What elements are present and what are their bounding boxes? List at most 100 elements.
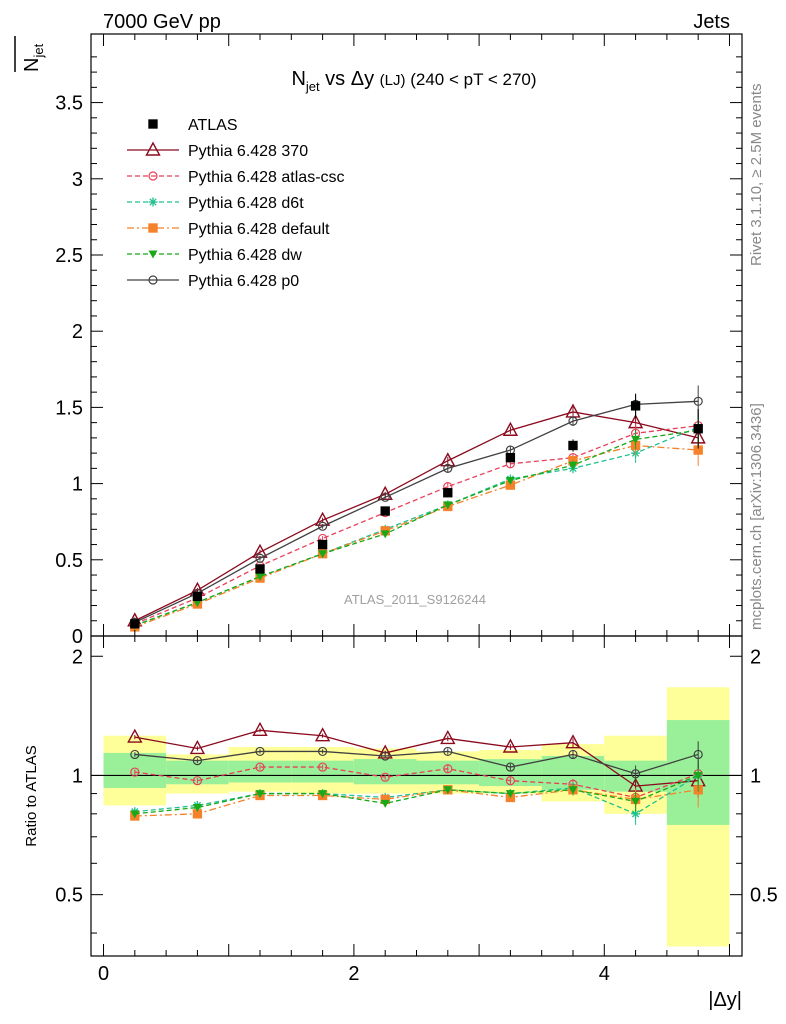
y-tick-label: 2	[72, 321, 83, 343]
ratio-y-tick-label-right: 0.5	[750, 885, 778, 907]
series-6-line	[134, 400, 699, 623]
legend-label: Pythia 6.428 370	[188, 143, 308, 160]
series-1-ratio-point	[127, 728, 143, 743]
series-6-point	[380, 492, 390, 502]
series-5-ratio-point	[380, 799, 390, 808]
legend-marker	[148, 250, 158, 259]
star-stroke	[149, 198, 157, 206]
legend-label: Pythia 6.428 default	[188, 221, 330, 238]
series-0-point	[317, 539, 328, 550]
ylabel-sub: jet	[31, 43, 46, 58]
plot-title: Njet vs Δy (LJ) (240 < pT < 270)	[291, 68, 536, 94]
y-tick-label: 1.5	[55, 397, 83, 419]
series-5-ratio-point	[130, 810, 140, 819]
series-4-point	[505, 480, 516, 490]
legend-label: Pythia 6.428 d6t	[188, 195, 304, 212]
legend-marker	[145, 141, 161, 156]
series-1-point	[502, 421, 519, 436]
x-tick-label: 4	[599, 963, 610, 985]
ylabel-main: N	[21, 58, 43, 72]
series-6-ratio-point	[255, 746, 265, 757]
series-5-line	[134, 429, 699, 626]
legend-marker	[148, 223, 158, 233]
legend-marker	[148, 197, 158, 207]
series-0-point	[505, 453, 516, 463]
series-6-point	[443, 463, 453, 473]
series-3-ratio-line	[134, 774, 699, 815]
series-6-ratio-point	[192, 756, 203, 766]
series-6-ratio-line	[134, 750, 699, 775]
series-0-point	[443, 488, 453, 498]
y-tick-label: 0.5	[55, 550, 83, 572]
y-tick-label: 0	[72, 626, 83, 648]
series-1-ratio-point	[565, 734, 581, 749]
series-0-point	[380, 506, 390, 516]
series-6-point	[693, 396, 703, 406]
series-6-ratio-point	[630, 769, 641, 779]
series-6-point	[568, 416, 578, 426]
title-main: N	[291, 68, 305, 90]
legend-entry: Pythia 6.428 atlas-csc	[127, 169, 345, 186]
legend-label: Pythia 6.428 p0	[188, 273, 299, 290]
series-5-point	[255, 573, 265, 582]
y-axis-label: Njet	[14, 36, 46, 72]
series-4-ratio-point	[192, 809, 203, 819]
series-4-ratio-point	[380, 794, 390, 805]
series-4-point	[693, 445, 703, 455]
x-tick-label: 2	[348, 963, 359, 985]
series-5-point	[380, 530, 390, 539]
ratio-y-tick-label: 2	[72, 646, 83, 668]
series-1-ratio-point	[252, 721, 268, 737]
title-tail: (240 < pT < 270)	[406, 70, 537, 89]
uncertainty-band-inner	[166, 760, 229, 785]
y-tick-label: 3	[72, 169, 83, 191]
series-6-point	[255, 553, 265, 563]
series-2-line	[134, 425, 699, 625]
series-5-point	[631, 435, 641, 444]
x-tick-label: 0	[98, 963, 109, 985]
header-right-label: Jets	[693, 11, 730, 33]
star-stroke	[631, 810, 640, 818]
series-1-ratio-point	[189, 739, 206, 755]
axes: 00.511.522.533.50.5 0.51 12 20 2 4	[55, 33, 778, 985]
y-tick-label: 2.5	[55, 245, 83, 267]
series-5-ratio-point	[693, 771, 703, 780]
legend-marker	[148, 171, 158, 181]
x-axis-label: |Δy|	[708, 989, 742, 1011]
series-2-ratio-point	[505, 776, 515, 786]
series-6-ratio-point	[443, 746, 453, 757]
legend-entry: Pythia 6.428 p0	[127, 273, 299, 290]
legend-label: Pythia 6.428 atlas-csc	[188, 169, 345, 186]
legend-marker	[148, 275, 158, 285]
series-0-point	[130, 619, 140, 629]
series-4-ratio-line	[134, 789, 699, 817]
series-2-ratio-point	[130, 767, 140, 777]
series-0-point	[255, 564, 265, 574]
legend-entry: ATLAS	[148, 117, 238, 134]
series-5-ratio-point	[255, 790, 265, 799]
series-5-ratio-point	[505, 790, 515, 799]
data-series	[127, 385, 706, 825]
series-5-ratio-point	[192, 804, 202, 813]
series-6-ratio-point	[505, 762, 515, 772]
series-4-line	[134, 444, 699, 628]
rivet-version-label: Rivet 3.1.10, ≥ 2.5M events	[748, 84, 765, 267]
legend-entry: Pythia 6.428 d6t	[127, 195, 304, 212]
series-5-point	[568, 461, 578, 470]
legend-entry: Pythia 6.428 default	[127, 221, 330, 238]
series-6-point	[318, 521, 328, 531]
analysis-watermark: ATLAS_2011_S9126244	[344, 592, 486, 607]
legend-marker	[148, 119, 158, 129]
ratio-y-axis-label: Ratio to ATLAS	[23, 745, 40, 846]
y-axis-label-text: Njet	[21, 43, 46, 72]
legend-entry: Pythia 6.428 dw	[127, 247, 302, 264]
series-5-point	[443, 501, 453, 510]
series-5-ratio-point	[443, 786, 453, 795]
series-2-ratio-point	[192, 776, 203, 786]
legend-entry: Pythia 6.428 370	[127, 141, 308, 160]
series-1-ratio-point	[440, 729, 456, 745]
legend-label: ATLAS	[188, 117, 238, 134]
legend: ATLAS Pythia 6.428 370 Pythia 6.428 atlas-…	[127, 117, 345, 290]
series-6-ratio-point	[568, 749, 578, 760]
